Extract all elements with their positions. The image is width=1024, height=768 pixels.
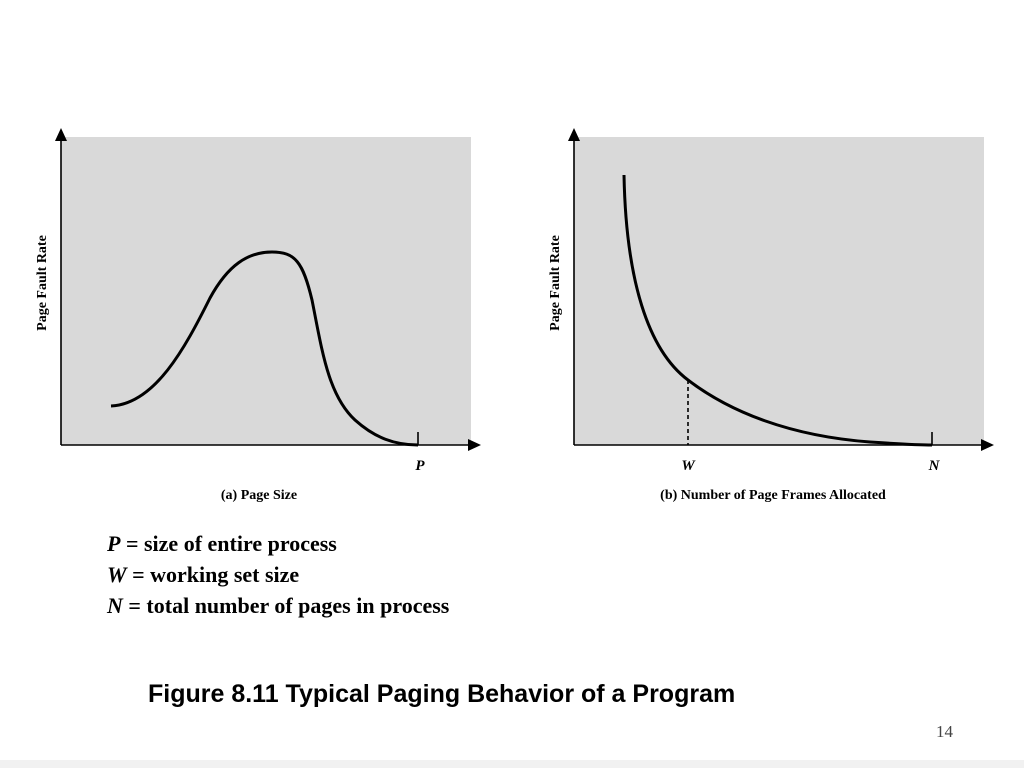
- panel-b: Page Fault Rate W N (b) Number of Page F…: [548, 128, 994, 503]
- panel-a-y-arrow-icon: [55, 128, 67, 141]
- figure-caption: Figure 8.11 Typical Paging Behavior of a…: [148, 680, 736, 708]
- symbol-legend: P = size of entire process W = working s…: [107, 528, 449, 621]
- panel-a-p-label: P: [415, 458, 425, 474]
- panel-b-plot-area: [574, 137, 984, 445]
- panel-a-caption: (a) Page Size: [221, 488, 297, 503]
- legend-symbol: W: [107, 562, 127, 587]
- panel-a-y-label: Page Fault Rate: [35, 235, 50, 331]
- legend-symbol: N: [107, 593, 123, 618]
- panel-b-x-arrow-icon: [981, 439, 994, 451]
- panel-b-y-arrow-icon: [568, 128, 580, 141]
- legend-row-p: P = size of entire process: [107, 528, 449, 559]
- panel-b-fault-curve: [622, 174, 933, 447]
- legend-row-n: N = total number of pages in process: [107, 590, 449, 621]
- panel-b-w-label: W: [681, 458, 696, 474]
- legend-symbol: P: [107, 531, 121, 556]
- panel-a-x-arrow-icon: [468, 439, 481, 451]
- slide-page-number: 14: [936, 722, 953, 741]
- panel-b-caption: (b) Number of Page Frames Allocated: [660, 488, 886, 503]
- panel-a-plot-area: [61, 137, 471, 445]
- panel-b-y-label: Page Fault Rate: [548, 235, 563, 331]
- panel-b-n-label: N: [928, 458, 941, 474]
- panel-a-fault-curve: [110, 250, 419, 447]
- legend-row-w: W = working set size: [107, 559, 449, 590]
- footer-strip: [0, 760, 1024, 768]
- legend-text: = size of entire process: [120, 531, 337, 556]
- panel-a: Page Fault Rate P (a) Page Size: [35, 128, 481, 503]
- legend-text: = total number of pages in process: [122, 593, 450, 618]
- legend-text: = working set size: [126, 562, 300, 587]
